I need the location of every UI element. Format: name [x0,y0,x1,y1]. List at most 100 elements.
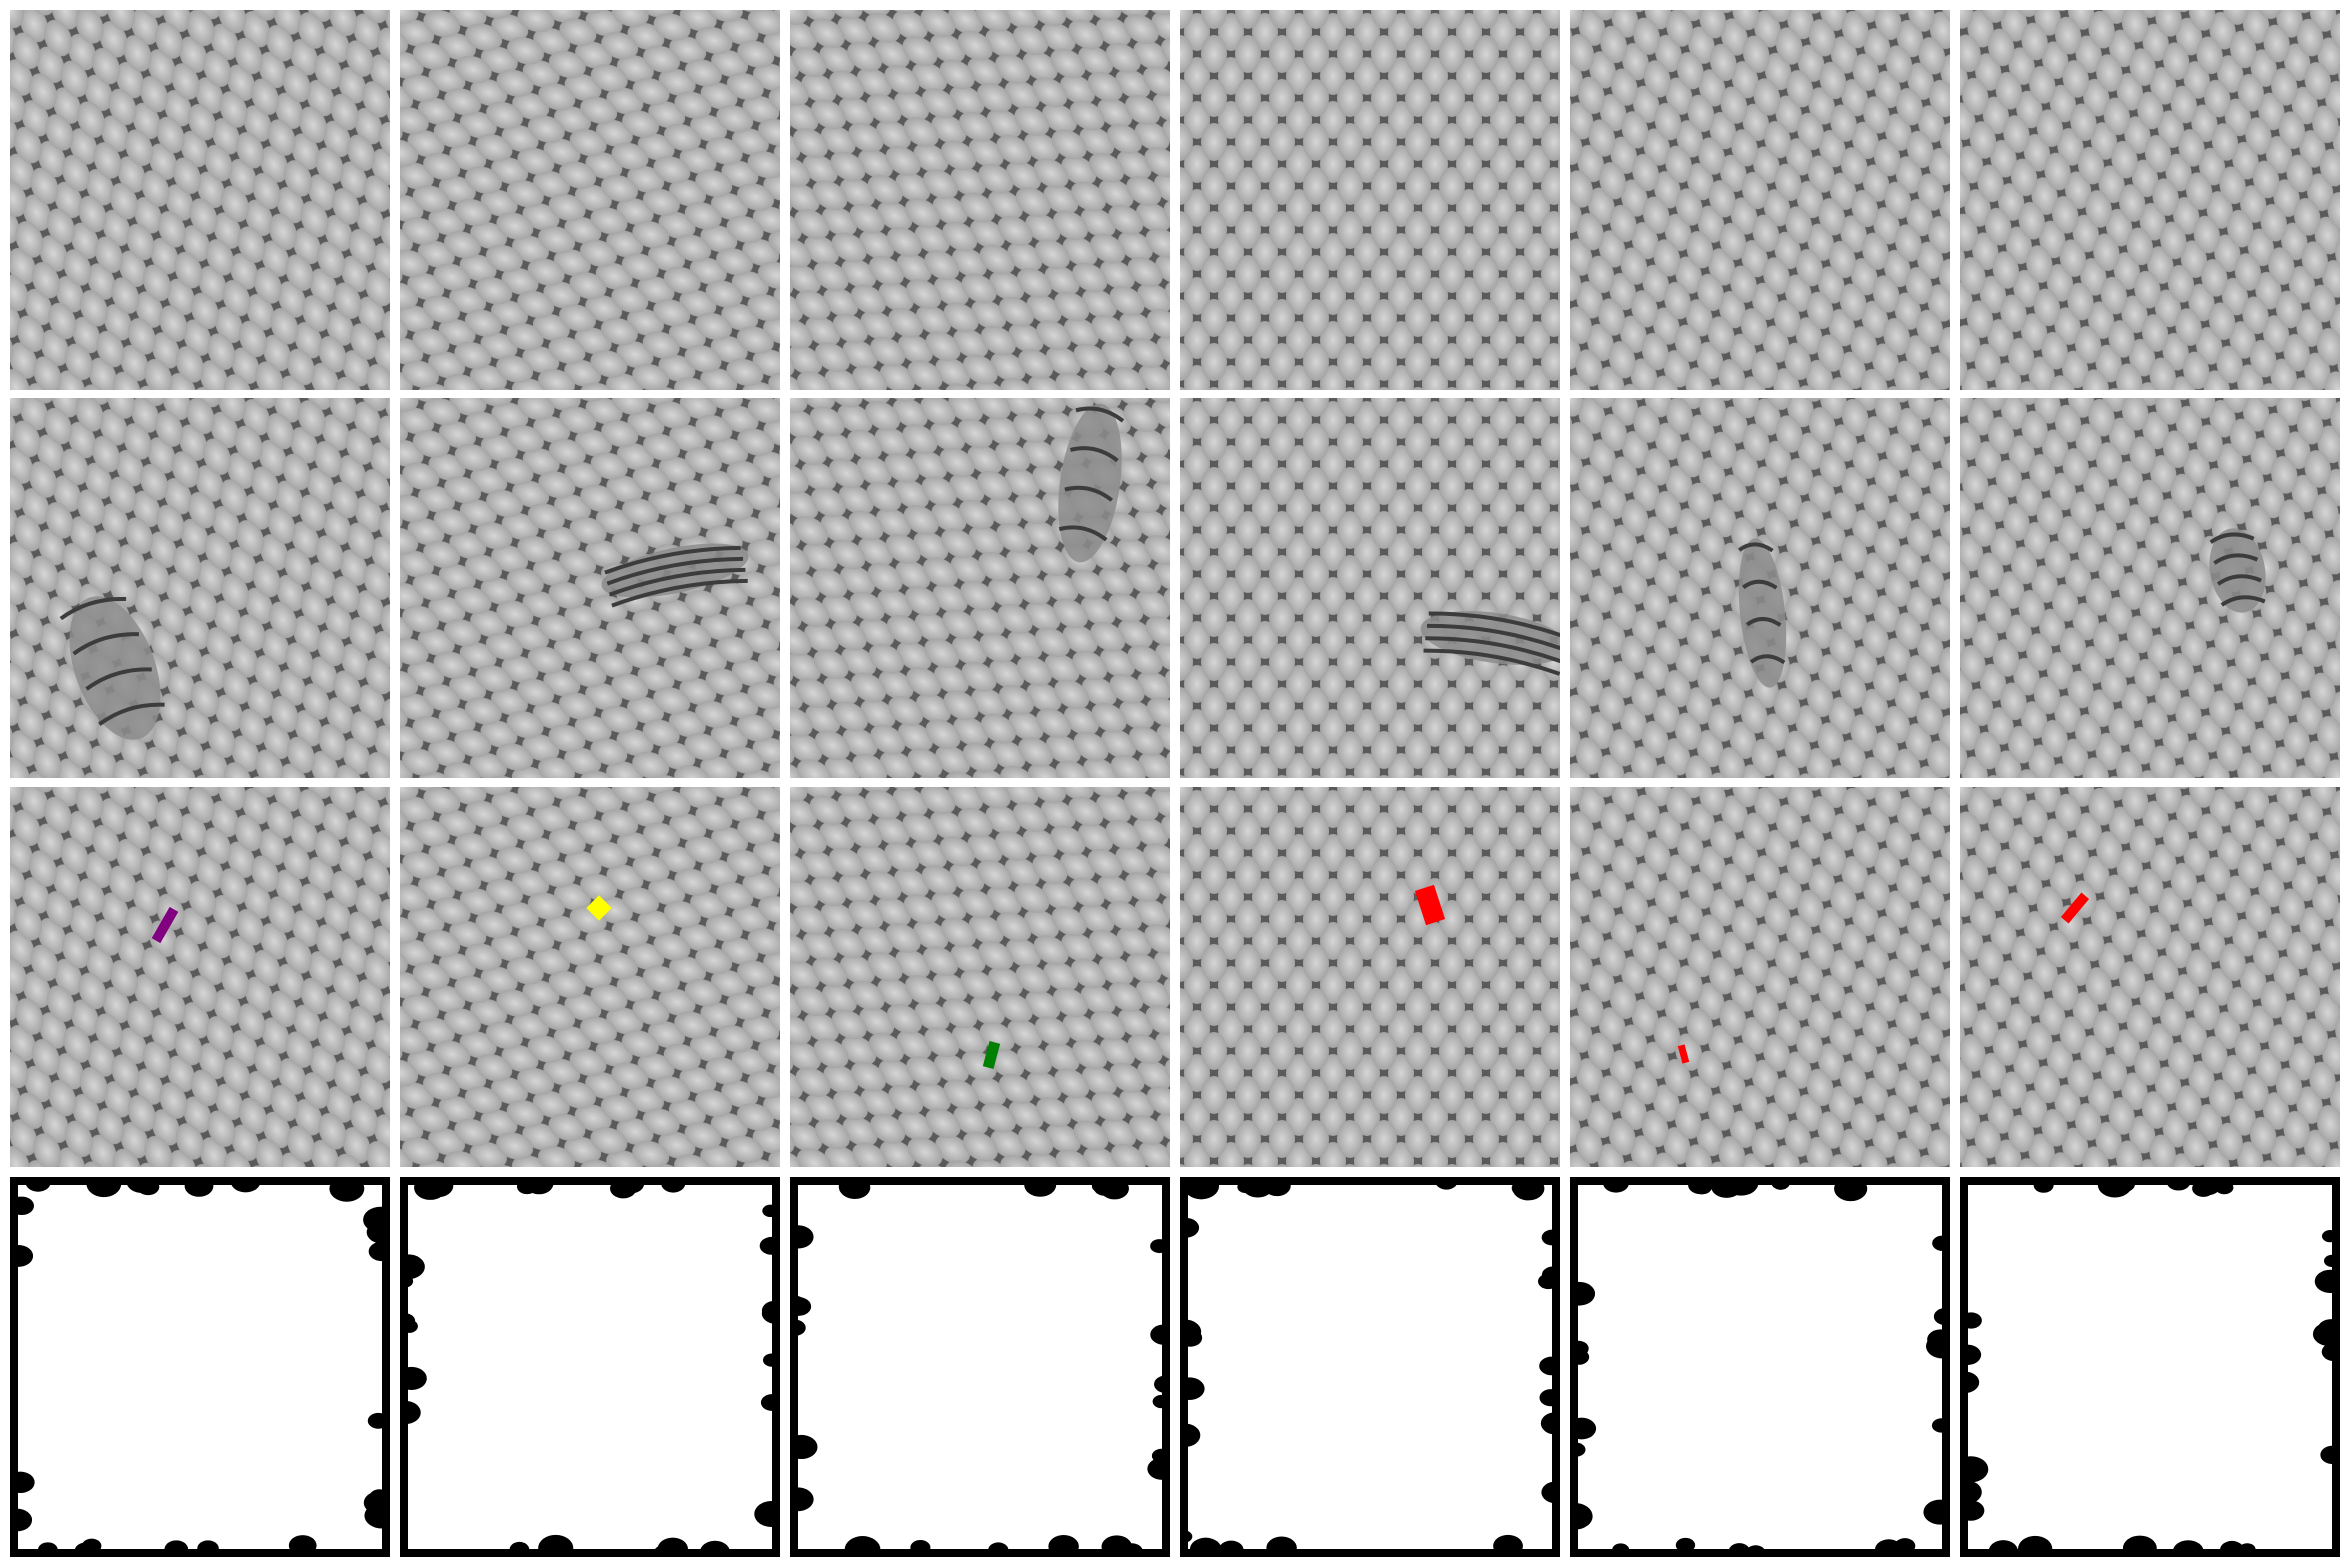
defect-marker [982,1041,1001,1069]
mask-blob [1196,1543,1217,1557]
mesh-texture [790,10,1170,390]
mask-blob [1147,1457,1170,1480]
mask-blob [762,1353,780,1367]
mask-blob [1771,1177,1790,1190]
mask-blob [10,1196,34,1216]
mask-blob [81,1538,102,1554]
mask-blob [414,1177,447,1200]
mask-blob [364,1502,390,1529]
mesh-texture [1180,787,1560,1167]
defect-marker-overlay-tile [790,787,1170,1167]
mask-blob [329,1177,365,1202]
mesh-fill [10,10,390,390]
mask-blob [400,1319,418,1333]
mask-blob [2018,1535,2053,1557]
mask-blob [184,1177,214,1197]
mask-blob [2166,1177,2191,1191]
mask-blob [1931,1418,1950,1433]
mask-blob [25,1177,51,1192]
mask-blob [1237,1180,1254,1194]
mask-blob [10,1513,25,1528]
mask-blob [1154,1375,1170,1394]
mesh-fill [400,398,780,778]
binary-mask-tile [1570,1177,1950,1557]
mask-blob [1688,1177,1713,1195]
mask-blob [1570,1349,1590,1365]
mask-blob [1540,1412,1560,1435]
defect-marker-overlay-tile [1960,787,2340,1167]
mesh-fill [1180,398,1560,778]
mask-blob [1728,1543,1751,1557]
mask-blob [1960,1480,1982,1505]
mask-blob [230,1177,261,1193]
mask-blob [1960,1371,1980,1394]
mask-blob [1570,1417,1597,1440]
mask-blob [1933,1307,1950,1326]
binary-mask-tile [1180,1177,1560,1557]
mask-blob [2220,1540,2244,1557]
mask-blob [844,1536,881,1557]
mask-blob [1570,1442,1586,1457]
mesh-texture [10,10,390,390]
mesh-texture [1960,398,2340,778]
mask-blob [164,1540,189,1557]
mesh-fill [1570,787,1950,1167]
mask-blob [1960,1456,1989,1483]
mesh-fill [1960,787,2340,1167]
mesh-fill [1960,10,2340,390]
mask-blob [790,1487,814,1512]
mask-blob [910,1539,931,1556]
mask-image [400,1177,780,1557]
mask-image [1570,1177,1950,1557]
mask-blob [1541,1229,1560,1246]
defect-patch [1738,538,1787,688]
binary-mask-tile [790,1177,1170,1557]
defect-marker [2060,892,2090,924]
mask-blob [1539,1389,1560,1407]
mesh-texture [1570,787,1950,1167]
binary-mask-tile [400,1177,780,1557]
defect-patch [1058,403,1125,563]
mask-blob [10,1245,34,1267]
mask-blob [1988,1540,2018,1557]
mask-blob [2321,1342,2340,1362]
mask-blob [1711,1177,1743,1198]
mask-image [1180,1177,1560,1557]
mask-blob [1960,1500,1985,1521]
mask-blob [1093,1179,1116,1196]
mask-blob [2112,1177,2135,1193]
mask-blob [654,1545,671,1557]
mask-blob [1932,1235,1950,1251]
original-texture-tile [1960,10,2340,390]
mesh-texture [790,398,1170,778]
mesh-texture [1180,10,1560,390]
mask-blob [1180,1319,1202,1345]
defect-marker [1677,1044,1690,1064]
defect-patch [601,543,749,608]
mask-blob [1180,1530,1193,1543]
binary-mask-tile [1960,1177,2340,1557]
mask-blob [1493,1534,1523,1557]
mask-blob [1511,1179,1534,1197]
mask-blob [86,1177,122,1198]
mask-blob [704,1543,730,1557]
mask-image [790,1177,1170,1557]
mask-blob [790,1319,806,1336]
mask-blob [1263,1177,1291,1197]
mask-blob [2238,1543,2256,1556]
mask-blob [1923,1499,1950,1525]
mask-blob [790,1225,814,1249]
mask-blob [1960,1312,1982,1329]
mask-blob [1541,1481,1560,1504]
mask-blob [516,1179,537,1195]
mask-blob [37,1542,58,1557]
mask-blob [1180,1377,1205,1400]
mask-blob [759,1236,780,1255]
mask-blob [1218,1543,1245,1557]
mask-blob [197,1540,219,1557]
mask-blob [2033,1177,2054,1193]
mesh-fill [400,787,780,1167]
original-texture-tile [1180,10,1560,390]
mask-blob [2321,1230,2339,1243]
